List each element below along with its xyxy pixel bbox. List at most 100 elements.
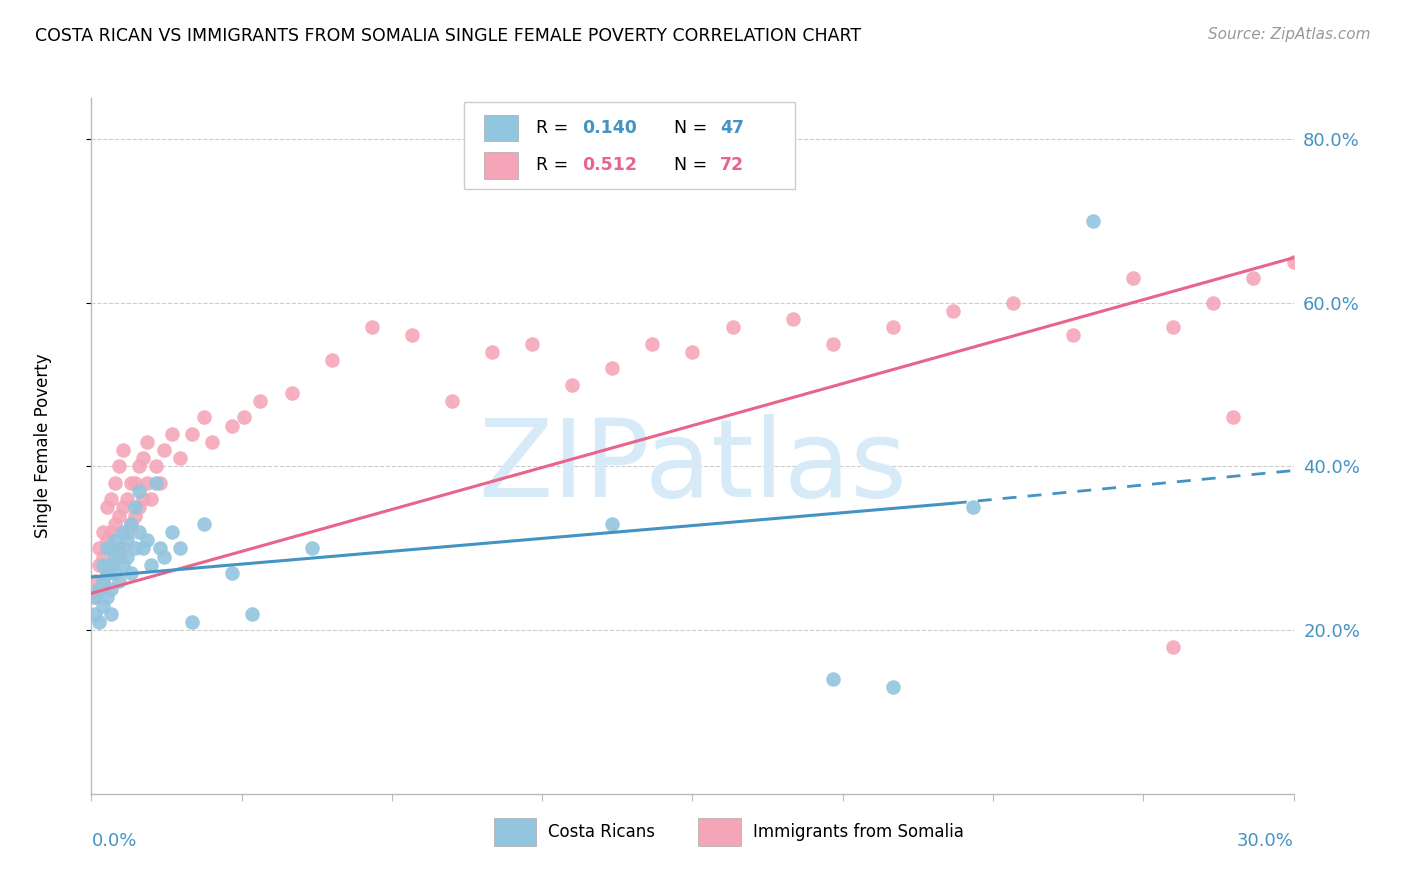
Point [93,558,115,572]
Point [821,673,844,687]
Text: R =: R = [536,119,574,136]
Point [821,336,844,351]
Point [93,549,115,564]
Point [104,566,127,580]
Point [112,524,135,539]
Text: Costa Ricans: Costa Ricans [548,823,655,841]
Point [100,492,122,507]
Point [108,508,131,523]
Point [481,344,503,359]
Point [602,361,624,376]
Text: 47: 47 [720,119,744,136]
Point [108,574,131,588]
Text: ZIPatlas: ZIPatlas [478,414,907,520]
FancyBboxPatch shape [464,102,794,188]
Text: Immigrants from Somalia: Immigrants from Somalia [752,823,963,841]
Text: 72: 72 [720,156,744,175]
Point [124,475,146,490]
Text: COSTA RICAN VS IMMIGRANTS FROM SOMALIA SINGLE FEMALE POVERTY CORRELATION CHART: COSTA RICAN VS IMMIGRANTS FROM SOMALIA S… [35,27,862,45]
Point [882,681,904,695]
Point [602,516,624,531]
Point [360,320,382,334]
Point [89,615,111,629]
Point [84,607,107,621]
Point [942,304,965,318]
Point [100,524,122,539]
Point [100,607,122,621]
Point [100,558,122,572]
Point [112,443,135,458]
Point [104,533,127,548]
Point [93,599,115,613]
Point [121,516,143,531]
Text: 0.512: 0.512 [582,156,637,175]
Point [160,524,183,539]
Point [152,549,174,564]
Point [145,459,167,474]
Point [84,591,107,605]
Point [96,533,118,548]
Point [1163,640,1185,654]
Point [1202,295,1225,310]
Point [221,418,243,433]
Point [84,591,107,605]
Bar [699,818,741,846]
Point [152,443,174,458]
Point [100,541,122,556]
Bar [485,115,519,141]
Point [201,434,224,449]
Point [782,312,804,326]
Point [128,500,150,515]
Point [128,524,150,539]
Point [1083,214,1105,228]
Point [1282,255,1305,269]
Text: N =: N = [675,156,713,175]
Point [136,475,159,490]
Point [132,451,155,466]
Point [89,558,111,572]
Point [100,582,122,597]
Point [249,394,271,409]
Point [108,541,131,556]
Point [193,410,215,425]
Point [141,492,163,507]
Point [160,426,183,441]
Point [96,500,118,515]
Point [561,377,583,392]
Point [104,541,127,556]
Text: 0.0%: 0.0% [91,832,136,850]
Text: Source: ZipAtlas.com: Source: ZipAtlas.com [1208,27,1371,42]
Point [104,549,127,564]
Point [180,615,202,629]
Point [321,353,343,368]
Point [136,434,159,449]
Point [89,582,111,597]
Point [1222,410,1244,425]
Point [169,451,191,466]
Point [1122,271,1144,285]
Point [1243,271,1265,285]
Point [100,558,122,572]
Point [681,344,703,359]
Point [1001,295,1024,310]
Point [641,336,664,351]
Point [93,574,115,588]
Point [232,410,254,425]
Point [112,500,135,515]
Point [124,541,146,556]
Point [93,574,115,588]
Point [221,566,243,580]
Text: N =: N = [675,119,713,136]
Point [104,475,127,490]
Text: R =: R = [536,156,574,175]
Point [121,566,143,580]
Point [93,524,115,539]
Point [117,549,139,564]
Point [145,475,167,490]
Point [882,320,904,334]
Point [117,533,139,548]
Point [440,394,463,409]
Point [121,475,143,490]
Point [1163,320,1185,334]
Point [522,336,544,351]
